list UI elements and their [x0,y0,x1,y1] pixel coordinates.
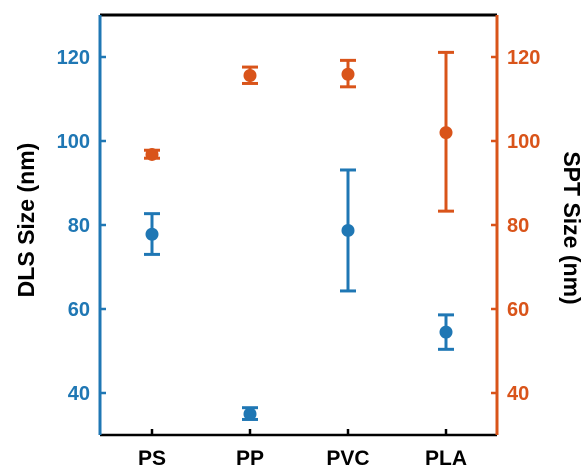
right-tick-label: 80 [507,215,529,237]
data-point [341,223,355,237]
right-tick-label: 60 [507,299,529,321]
x-tick-label: PP [236,447,264,470]
series-left [144,168,454,421]
right-tick-label: 120 [507,47,540,69]
left-axis-title: DLS Size (nm) [13,143,39,298]
data-point [341,67,355,81]
x-axis: PS PP PVC PLA [138,429,467,470]
left-y-axis: 40 60 80 100 120 [57,15,106,435]
data-point [439,126,453,140]
data-point [145,227,159,241]
left-tick-label: 100 [57,131,90,153]
x-tick-label: PS [138,447,166,470]
left-tick-label: 80 [68,215,90,237]
series-right [144,50,454,213]
left-tick-label: 40 [68,383,90,405]
x-tick-label: PLA [425,447,467,470]
data-point [243,68,257,82]
data-point [243,407,257,421]
data-point [145,147,159,161]
right-axis-title: SPT Size (nm) [559,151,583,304]
left-tick-label: 120 [57,47,90,69]
data-point [439,325,453,339]
right-tick-label: 40 [507,383,529,405]
left-tick-label: 60 [68,299,90,321]
right-y-axis: 40 60 80 100 120 [491,15,540,435]
x-tick-label: PVC [326,447,369,470]
plot-area [100,13,497,437]
right-tick-label: 100 [507,131,540,153]
